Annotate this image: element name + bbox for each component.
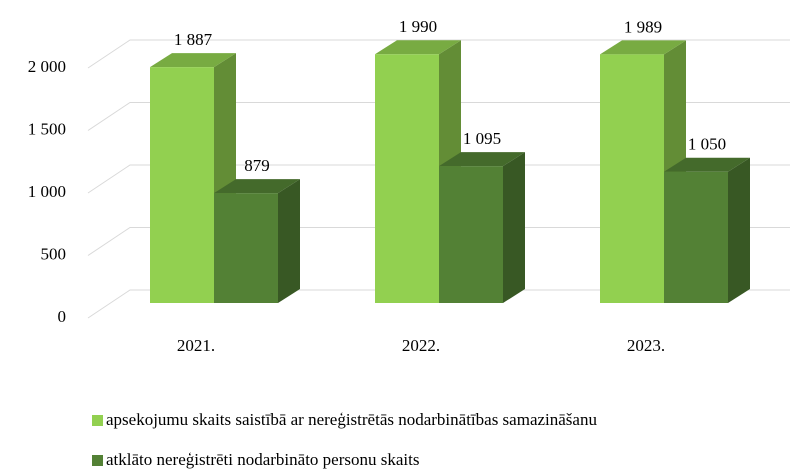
legend-label: atklāto nereģistrēti nodarbināto personu…	[106, 450, 419, 469]
bar-top	[375, 40, 461, 55]
x-tick-label: 2021.	[177, 336, 215, 355]
legend-swatch	[92, 455, 103, 466]
value-label: 1 887	[174, 30, 213, 49]
value-label: 1 990	[399, 17, 437, 36]
y-tick-label: 1 000	[28, 182, 66, 201]
bar	[439, 152, 525, 303]
grid-line	[87, 164, 790, 194]
bar	[664, 157, 750, 303]
y-tick-label: 2 000	[28, 57, 66, 76]
bar-top	[150, 53, 236, 68]
value-label: 1 989	[624, 17, 662, 36]
bar-front	[150, 67, 214, 303]
bar-front	[600, 54, 664, 303]
bar-top	[664, 157, 750, 172]
bar-side	[503, 152, 525, 303]
bar-top	[600, 40, 686, 55]
legend-label: apsekojumu skaits saistībā ar nereģistrē…	[106, 410, 597, 429]
bar-front	[375, 54, 439, 303]
bar-top	[214, 179, 300, 194]
value-label: 1 050	[688, 135, 726, 154]
y-tick-label: 1 500	[28, 119, 66, 138]
grid-line	[87, 289, 790, 319]
value-label: 1 095	[463, 129, 501, 148]
bar	[214, 179, 300, 303]
grid-line	[87, 39, 790, 69]
bar-side	[728, 157, 750, 303]
y-tick-label: 500	[41, 244, 67, 263]
y-tick-label: 0	[58, 307, 67, 326]
bar-front	[439, 166, 503, 303]
bar-front	[664, 171, 728, 303]
value-label: 879	[244, 156, 270, 175]
bar-side	[278, 179, 300, 303]
x-tick-label: 2023.	[627, 336, 665, 355]
grid-line	[87, 227, 790, 256]
bar-front	[214, 193, 278, 303]
x-tick-label: 2022.	[402, 336, 440, 355]
legend-swatch	[92, 415, 103, 426]
grid-line	[87, 102, 790, 131]
bar-top	[439, 152, 525, 167]
